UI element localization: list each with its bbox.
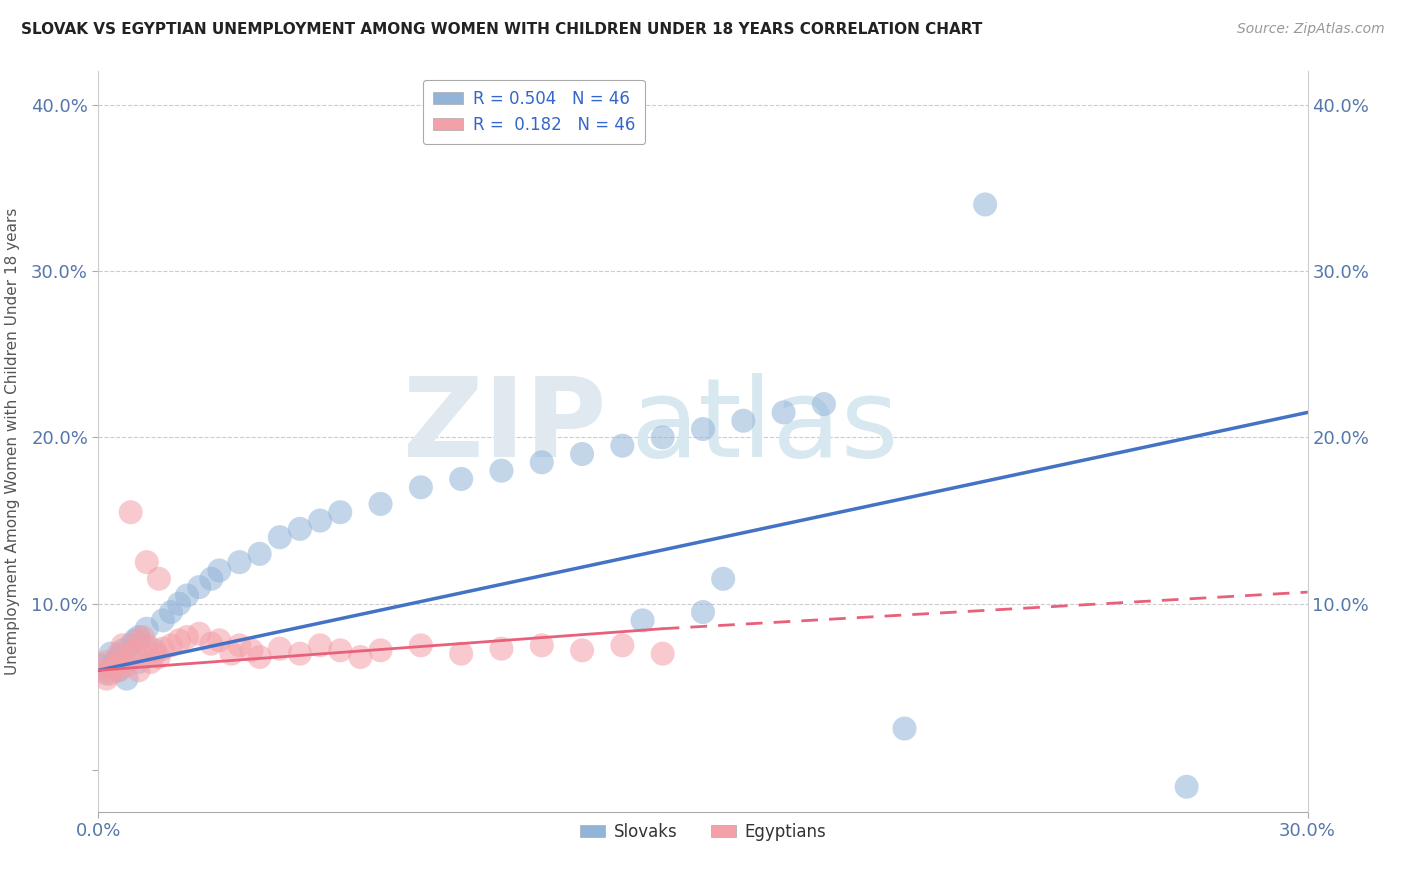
Point (329, 643, 352, 657)
Point (128, 655, 150, 669)
Point (135, 555, 157, 569)
Point (692, 605, 714, 619)
Point (111, 655, 134, 669)
Point (221, 647, 243, 661)
Point (228, 638, 250, 652)
Text: Source: ZipAtlas.com: Source: ZipAtlas.com (1237, 22, 1385, 37)
Point (571, 447, 593, 461)
Text: atlas: atlas (630, 373, 898, 480)
Point (115, 672, 138, 686)
Point (124, 643, 146, 657)
Point (491, 641, 513, 656)
Point (128, 663, 150, 677)
Point (188, 626, 211, 640)
Point (100, 660, 122, 674)
Point (132, 630, 155, 644)
Point (103, 655, 125, 669)
Point (107, 663, 129, 677)
Point (249, 547, 271, 561)
Point (176, 630, 198, 644)
Point (309, 638, 332, 652)
Point (772, 405, 794, 419)
Point (103, 660, 125, 674)
Point (135, 622, 157, 636)
Point (200, 637, 222, 651)
Point (167, 597, 190, 611)
Point (733, 414, 755, 428)
Point (167, 633, 190, 648)
Point (148, 572, 170, 586)
Point (120, 650, 142, 665)
Point (651, 430, 673, 444)
Point (571, 643, 593, 657)
Point (228, 555, 250, 569)
Point (450, 472, 472, 486)
Point (107, 647, 129, 661)
Point (651, 647, 673, 661)
Point (107, 663, 129, 677)
Y-axis label: Unemployment Among Women with Children Under 18 years: Unemployment Among Women with Children U… (6, 208, 20, 675)
Point (711, 572, 734, 586)
Point (188, 580, 211, 594)
Point (135, 638, 157, 652)
Point (269, 641, 291, 656)
Point (139, 655, 162, 669)
Point (249, 650, 271, 665)
Point (96, 672, 118, 686)
Point (530, 638, 553, 652)
Point (1175, 780, 1198, 794)
Point (208, 564, 231, 578)
Text: SLOVAK VS EGYPTIAN UNEMPLOYMENT AMONG WOMEN WITH CHILDREN UNDER 18 YEARS CORRELA: SLOVAK VS EGYPTIAN UNEMPLOYMENT AMONG WO… (21, 22, 983, 37)
Point (100, 666, 122, 681)
Point (370, 643, 392, 657)
Point (893, 722, 915, 736)
Point (309, 514, 332, 528)
Point (450, 647, 472, 661)
Point (143, 647, 166, 661)
Point (409, 480, 432, 494)
Point (111, 643, 134, 657)
Point (160, 605, 183, 619)
Point (152, 614, 174, 628)
Point (288, 522, 311, 536)
Point (100, 647, 122, 661)
Point (128, 630, 150, 644)
Point (530, 455, 553, 469)
Point (120, 638, 142, 652)
Point (240, 643, 263, 657)
Point (612, 638, 634, 652)
Point (120, 505, 142, 519)
Legend: Slovaks, Egyptians: Slovaks, Egyptians (574, 816, 832, 847)
Point (813, 397, 835, 411)
Point (329, 505, 352, 519)
Point (370, 497, 392, 511)
Point (143, 643, 166, 657)
Point (152, 641, 174, 656)
Point (124, 633, 146, 648)
Text: ZIP: ZIP (404, 373, 606, 480)
Point (160, 638, 183, 652)
Point (491, 464, 513, 478)
Point (91, 658, 114, 673)
Point (96, 655, 118, 669)
Point (631, 614, 654, 628)
Point (148, 650, 170, 665)
Point (288, 647, 311, 661)
Point (208, 633, 231, 648)
Point (349, 650, 371, 665)
Point (111, 638, 134, 652)
Point (115, 658, 138, 673)
Point (200, 572, 222, 586)
Point (176, 589, 198, 603)
Point (96, 666, 118, 681)
Point (974, 197, 997, 211)
Point (409, 638, 432, 652)
Point (128, 633, 150, 648)
Point (91, 663, 114, 677)
Point (269, 530, 291, 544)
Point (692, 422, 714, 436)
Point (612, 439, 634, 453)
Point (107, 650, 129, 665)
